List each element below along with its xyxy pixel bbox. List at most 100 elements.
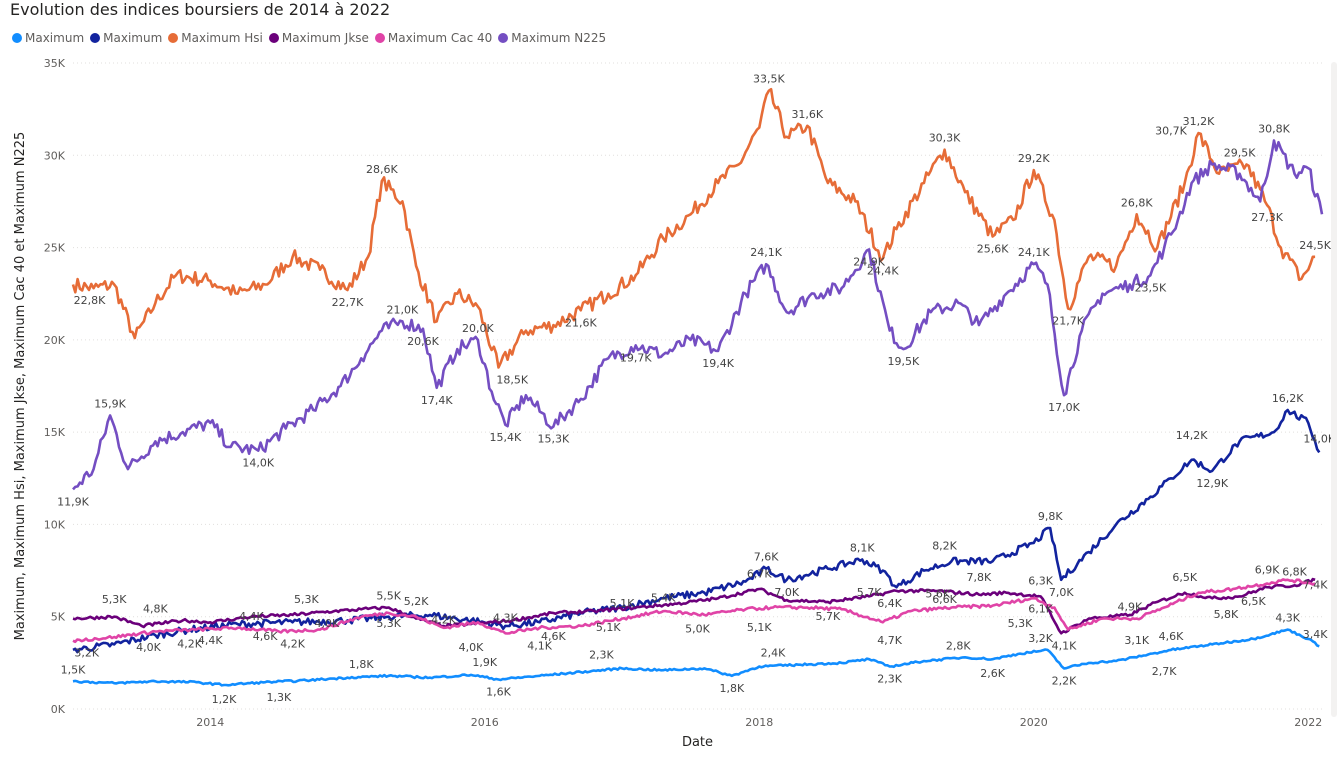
data-label: 23,5K: [1135, 281, 1167, 294]
data-label: 4,4K: [239, 610, 264, 623]
data-label: 1,2K: [212, 693, 237, 706]
data-label: 28,6K: [366, 163, 398, 176]
data-label: 21,6K: [565, 316, 597, 329]
data-label: 5,7K: [816, 610, 841, 623]
x-tick-label: 2022: [1294, 716, 1322, 729]
data-label: 17,4K: [421, 394, 453, 407]
x-tick-label: 2018: [745, 716, 773, 729]
data-label: 1,5K: [61, 663, 86, 676]
data-label: 27,3K: [1251, 211, 1283, 224]
data-label: 6,4K: [877, 597, 902, 610]
data-label: 5,2K: [404, 595, 429, 608]
data-label: 30,8K: [1258, 123, 1290, 136]
data-label: 3,4K: [1303, 628, 1328, 641]
data-label: 5,3K: [102, 593, 127, 606]
data-label: 29,2K: [1018, 152, 1050, 165]
y-tick-label: 35K: [44, 57, 66, 70]
data-label: 15,3K: [538, 433, 570, 446]
data-label: 5,3K: [376, 617, 401, 630]
legend-item[interactable]: Maximum Hsi: [168, 31, 263, 45]
data-label: 19,7K: [620, 351, 652, 364]
data-label: 29,5K: [1224, 147, 1256, 160]
data-label: 26,8K: [1121, 196, 1153, 209]
legend-label: Maximum: [103, 31, 163, 45]
scrollbar[interactable]: [1331, 62, 1337, 717]
data-label: 3,2K: [74, 647, 99, 660]
data-label: 8,1K: [850, 541, 875, 554]
data-label: 4,6K: [541, 630, 566, 643]
data-label: 30,3K: [929, 132, 961, 145]
data-label: 31,6K: [791, 108, 823, 121]
data-label: 33,5K: [753, 73, 785, 86]
legend-item[interactable]: Maximum Jkse: [268, 31, 369, 45]
y-tick-label: 15K: [44, 426, 66, 439]
data-label: 1,8K: [349, 658, 374, 671]
data-label: 31,2K: [1183, 115, 1215, 128]
data-label: 14,0K: [242, 457, 274, 470]
data-label: 6,5K: [1172, 571, 1197, 584]
legend: Maximum Maximum Maximum Hsi Maximum Jkse…: [12, 31, 612, 45]
legend-swatch: [12, 33, 22, 43]
series-line: [72, 139, 1324, 491]
data-label: 1,8K: [719, 682, 744, 695]
legend-item[interactable]: Maximum: [12, 31, 84, 45]
legend-label: Maximum Cac 40: [387, 31, 493, 45]
chart-title: Evolution des indices boursiers de 2014 …: [10, 0, 391, 19]
data-label: 14,2K: [1176, 429, 1208, 442]
y-tick-label: 25K: [44, 242, 66, 255]
data-label: 16,2K: [1272, 392, 1304, 405]
data-label: 22,7K: [332, 296, 364, 309]
x-tick-label: 2020: [1020, 716, 1048, 729]
series-line: [72, 408, 1321, 654]
data-label: 4,3K: [1275, 612, 1300, 625]
data-label: 5,7K: [857, 586, 882, 599]
data-label: 25,6K: [977, 242, 1009, 255]
data-label: 4,0K: [315, 617, 340, 630]
legend-label: Maximum Hsi: [181, 31, 263, 45]
data-label: 6,1K: [1028, 602, 1053, 615]
data-label: 4,4K: [198, 634, 223, 647]
series-line: [72, 628, 1320, 687]
data-label: 4,7K: [877, 634, 902, 647]
data-label: 15,9K: [94, 398, 126, 411]
data-label: 4,1K: [527, 639, 552, 652]
data-label: 4,2K: [177, 637, 202, 650]
data-label: 1,3K: [267, 691, 292, 704]
data-label: 4,8K: [143, 602, 168, 615]
data-label: 2,4K: [761, 647, 786, 660]
legend-label: Maximum Jkse: [281, 31, 369, 45]
series-line: [71, 87, 1316, 369]
legend-swatch: [90, 33, 101, 43]
legend-label: Maximum N225: [511, 31, 607, 45]
data-label: 4,2K: [431, 613, 456, 626]
data-label: 20,0K: [462, 322, 494, 335]
data-label: 4,1K: [1052, 639, 1077, 652]
data-label: 5,3K: [294, 593, 319, 606]
data-label: 4,6K: [1159, 630, 1184, 643]
data-label: 4,3K: [493, 612, 518, 625]
data-label: 2,7K: [1152, 665, 1177, 678]
data-label: 2,3K: [589, 649, 614, 662]
data-label: 4,0K: [459, 641, 484, 654]
legend-item[interactable]: Maximum Cac 40: [374, 31, 493, 45]
data-label: 24,9K: [853, 255, 885, 268]
data-label: 1,9K: [472, 656, 497, 669]
data-label: 24,4K: [867, 265, 899, 278]
data-label: 19,5K: [888, 355, 920, 368]
legend-item[interactable]: Maximum: [90, 31, 162, 45]
data-label: 15,4K: [489, 431, 521, 444]
data-label: 11,9K: [57, 495, 89, 508]
data-label: 7,6K: [754, 551, 779, 564]
data-label: 14,0K: [1303, 433, 1335, 446]
y-tick-label: 5K: [51, 611, 66, 624]
data-label: 7,0K: [1049, 586, 1074, 599]
data-label: 5,1K: [610, 597, 635, 610]
data-label: 6,8K: [1282, 565, 1307, 578]
data-label: 6,9K: [1255, 564, 1280, 577]
legend-item[interactable]: Maximum N225: [498, 31, 606, 45]
data-label: 5,4K: [651, 591, 676, 604]
data-label: 6,6K: [932, 593, 957, 606]
legend-swatch: [268, 33, 279, 43]
data-label: 19,4K: [702, 357, 734, 370]
